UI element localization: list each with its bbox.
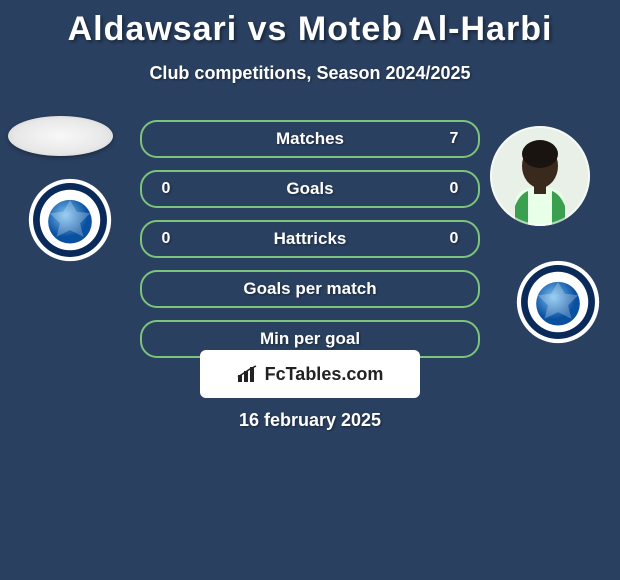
subtitle: Club competitions, Season 2024/2025 (0, 63, 620, 84)
stat-label: Matches (142, 129, 478, 149)
stat-label: Goals per match (142, 279, 478, 299)
fctables-text: FcTables.com (265, 364, 384, 385)
player1-avatar (8, 116, 113, 156)
player2-club-crest: ALHILAL S. FC 1957 (516, 260, 600, 344)
stat-row-hattricks: 0 Hattricks 0 (140, 220, 480, 258)
svg-text:1957: 1957 (550, 324, 567, 333)
svg-text:1957: 1957 (62, 242, 79, 251)
bar-chart-icon (237, 365, 259, 383)
comparison-card: Aldawsari vs Moteb Al-Harbi Club competi… (0, 0, 620, 580)
stat-row-matches: Matches 7 (140, 120, 480, 158)
stat-right-value: 0 (444, 180, 464, 198)
comparison-date: 16 february 2025 (0, 410, 620, 431)
stat-label: Min per goal (142, 329, 478, 349)
stats-list: Matches 7 0 Goals 0 0 Hattricks 0 Goals … (140, 120, 480, 370)
stat-right-value: 7 (444, 130, 464, 148)
player2-avatar (490, 126, 590, 226)
stat-row-gpm: Goals per match (140, 270, 480, 308)
stat-right-value: 0 (444, 230, 464, 248)
stat-row-goals: 0 Goals 0 (140, 170, 480, 208)
alhilal-crest-icon: ALHILAL S. FC 1957 (28, 178, 112, 262)
alhilal-crest-icon: ALHILAL S. FC 1957 (516, 260, 600, 344)
player2-photo-icon (490, 126, 590, 226)
stat-label: Hattricks (142, 229, 478, 249)
stat-label: Goals (142, 179, 478, 199)
fctables-badge[interactable]: FcTables.com (200, 350, 420, 398)
page-title: Aldawsari vs Moteb Al-Harbi (0, 0, 620, 49)
player1-club-crest: ALHILAL S. FC 1957 (28, 178, 112, 262)
stat-left-value: 0 (156, 180, 176, 198)
stat-left-value: 0 (156, 230, 176, 248)
